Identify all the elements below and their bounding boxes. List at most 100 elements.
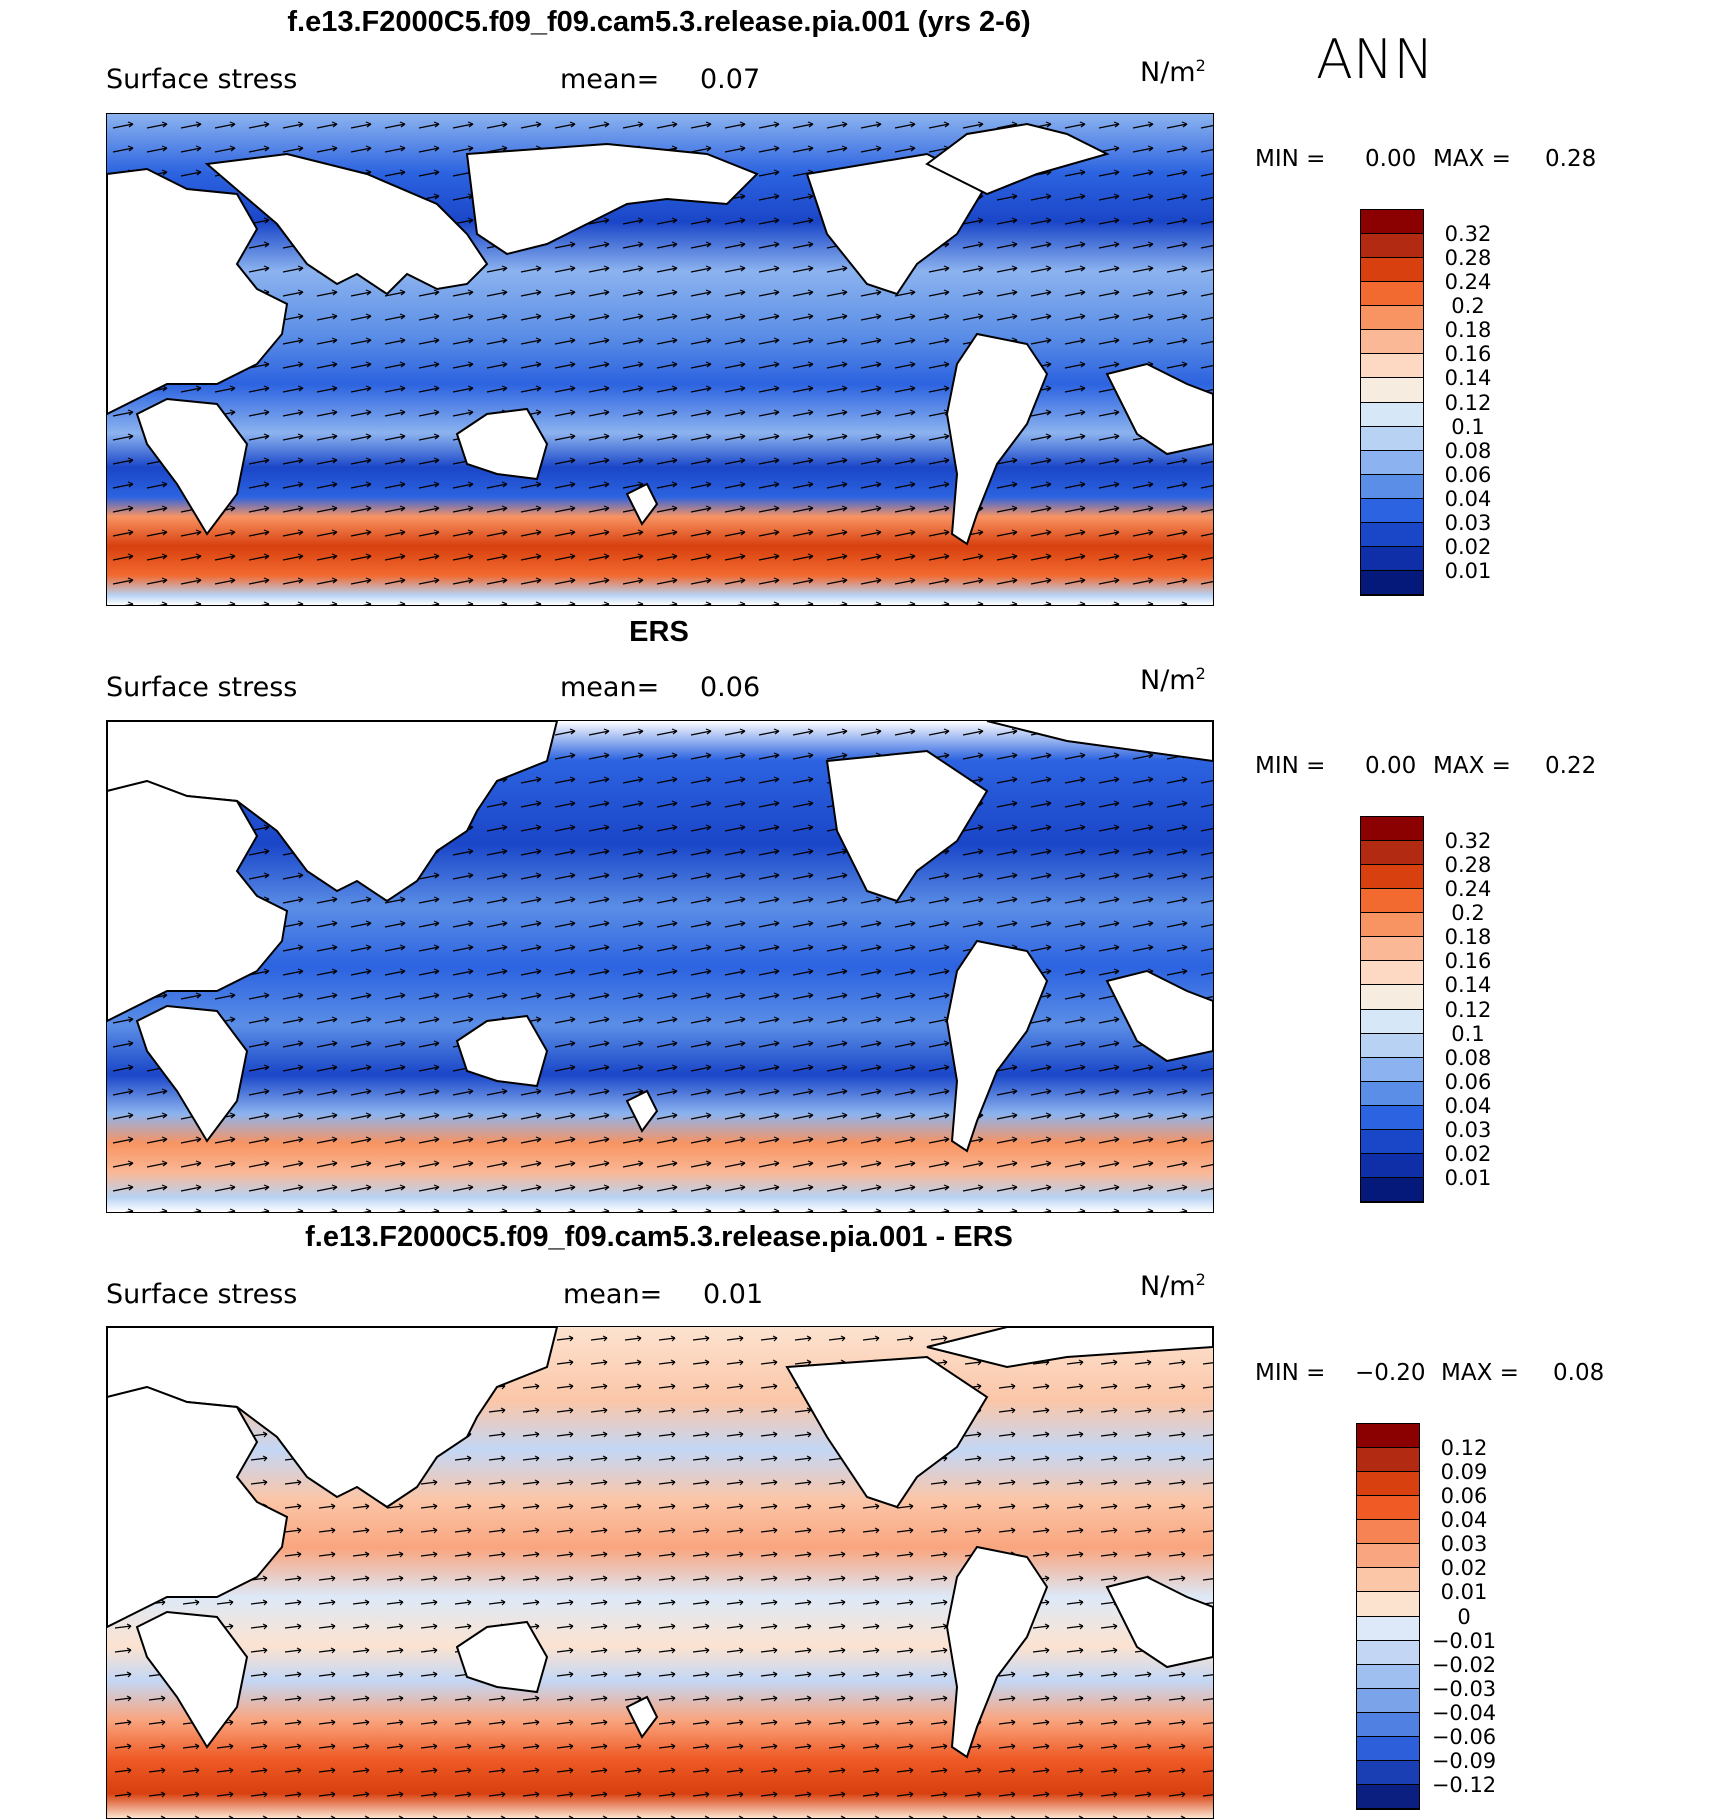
colorbar-swatch — [1361, 865, 1423, 890]
colorbar-tick-label: 0.28 — [1444, 853, 1492, 878]
colorbar-tick-label: 0.32 — [1444, 222, 1492, 247]
colorbar-tick-label: 0.24 — [1444, 270, 1492, 295]
panel-1-min-label: MIN = — [1255, 146, 1326, 172]
colorbar-swatch — [1361, 330, 1423, 355]
colorbar-tick-label: 0.01 — [1444, 558, 1492, 583]
colorbar-swatch — [1361, 258, 1423, 283]
units-base: N/m — [1140, 57, 1196, 88]
colorbar-tick-label: −0.06 — [1431, 1724, 1497, 1749]
colorbar-swatch — [1361, 426, 1423, 451]
colorbar-tick-label: 0.12 — [1444, 997, 1492, 1022]
colorbar-swatch — [1361, 1105, 1423, 1130]
colorbar-tick-label: 0 — [1457, 1604, 1471, 1629]
colorbar-tick-label: 0.14 — [1444, 366, 1492, 391]
colorbar-swatch — [1361, 306, 1423, 331]
colorbar-swatch — [1361, 1081, 1423, 1106]
colorbar-swatch — [1361, 498, 1423, 523]
colorbar-tick-label: 0.01 — [1444, 1165, 1492, 1190]
colorbar-swatch — [1361, 546, 1423, 571]
colorbar-swatch — [1357, 1520, 1419, 1545]
colorbar-tick-label: 0.02 — [1444, 1141, 1492, 1166]
colorbar-swatch — [1357, 1784, 1419, 1809]
panel-1-max-label: MAX = — [1433, 146, 1511, 172]
colorbar-tick-label: 0.2 — [1451, 294, 1485, 319]
colorbar-swatch — [1361, 817, 1423, 842]
panel-2-max-label: MAX = — [1433, 753, 1511, 779]
colorbar-swatch — [1361, 450, 1423, 475]
panel-1-variable: Surface stress — [106, 64, 298, 95]
units-exponent: 2 — [1195, 664, 1206, 683]
colorbar-swatch — [1357, 1424, 1419, 1449]
colorbar-swatch — [1361, 961, 1423, 986]
colorbar-tick-label: 0.24 — [1444, 877, 1492, 902]
colorbar-swatch — [1357, 1640, 1419, 1665]
colorbar-tick-label: 0.06 — [1444, 462, 1492, 487]
colorbar-tick-label: 0.28 — [1444, 246, 1492, 271]
colorbar-tick-label: 0.18 — [1444, 925, 1492, 950]
colorbar-swatch — [1361, 937, 1423, 962]
colorbar-tick-label: 0.16 — [1444, 949, 1492, 974]
colorbar-swatch — [1357, 1736, 1419, 1761]
colorbar-swatch — [1361, 282, 1423, 307]
units-exponent: 2 — [1195, 56, 1206, 75]
colorbar-tick-label: 0.04 — [1444, 486, 1492, 511]
colorbar-swatch — [1361, 913, 1423, 938]
panel-1-map-svg — [107, 114, 1213, 605]
colorbar-tick-label: −0.12 — [1431, 1772, 1497, 1797]
colorbar-tick-label: −0.09 — [1431, 1748, 1497, 1773]
colorbar-swatch — [1361, 841, 1423, 866]
colorbar-swatch — [1361, 570, 1423, 595]
colorbar-tick-label: 0.08 — [1444, 438, 1492, 463]
panel-2-units: N/m2 — [1140, 664, 1206, 696]
colorbar-tick-label: 0.03 — [1444, 510, 1492, 535]
season-label: ANN — [1316, 28, 1434, 91]
panel-2-max-value: 0.22 — [1545, 753, 1597, 779]
panel-3-units: N/m2 — [1140, 1270, 1206, 1302]
panel-2-min-value: 0.00 — [1365, 753, 1417, 779]
units-exponent: 2 — [1195, 1270, 1206, 1289]
panel-1-colorbar: 0.32 0.28 0.24 0.2 0.18 0.16 0.14 0.12 0.1 0.08 0.… — [1360, 209, 1491, 596]
colorbar-swatch — [1361, 378, 1423, 403]
colorbar-swatch — [1361, 1177, 1423, 1202]
colorbar-swatch — [1361, 1153, 1423, 1178]
colorbar-tick-label: 0.03 — [1444, 1117, 1492, 1142]
panel-1-mean-label: mean= — [560, 64, 660, 95]
panel-3-variable: Surface stress — [106, 1279, 298, 1310]
colorbar-swatch — [1361, 1009, 1423, 1034]
panel-1-min-value: 0.00 — [1365, 146, 1417, 172]
colorbar-tick-label: 0.1 — [1451, 1021, 1485, 1046]
units-base: N/m — [1140, 665, 1196, 696]
panel-3-max-value: 0.08 — [1553, 1360, 1605, 1386]
colorbar-tick-label: 0.12 — [1440, 1436, 1488, 1461]
colorbar-tick-label: 0.02 — [1444, 534, 1492, 559]
colorbar-swatch — [1361, 1057, 1423, 1082]
panel-3-mean-label: mean= — [563, 1279, 663, 1310]
colorbar-swatch — [1357, 1544, 1419, 1569]
colorbar-swatch — [1361, 889, 1423, 914]
colorbar-tick-label: 0.04 — [1440, 1508, 1488, 1533]
colorbar-tick-label: 0.18 — [1444, 318, 1492, 343]
panel-3-colorbar: 0.12 0.09 0.06 0.04 0.03 0.02 0.01 0 −0.01 −0.02−… — [1356, 1423, 1496, 1810]
colorbar-tick-label: 0.2 — [1451, 901, 1485, 926]
colorbar-swatch — [1357, 1760, 1419, 1785]
panel-2-map-svg — [107, 721, 1213, 1212]
colorbar-tick-label: 0.32 — [1444, 829, 1492, 854]
panel-2-mean-value: 0.06 — [700, 672, 761, 703]
colorbar-swatch — [1361, 210, 1423, 235]
colorbar-swatch — [1357, 1496, 1419, 1521]
colorbar-tick-label: 0.09 — [1440, 1460, 1488, 1485]
colorbar-swatch — [1357, 1616, 1419, 1641]
colorbar-tick-label: 0.06 — [1440, 1484, 1488, 1509]
colorbar-swatch — [1361, 402, 1423, 427]
colorbar-swatch — [1357, 1664, 1419, 1689]
panel-2-variable: Surface stress — [106, 672, 298, 703]
colorbar-tick-label: −0.04 — [1431, 1700, 1497, 1725]
panel-1-title: f.e13.F2000C5.f09_f09.cam5.3.release.pia… — [287, 6, 1031, 38]
colorbar-tick-label: 0.04 — [1444, 1093, 1492, 1118]
panel-3-map-svg — [107, 1327, 1213, 1818]
colorbar-swatch — [1361, 234, 1423, 259]
panel-3-max-label: MAX = — [1441, 1360, 1519, 1386]
panel-3-min-value: −0.20 — [1355, 1360, 1426, 1386]
colorbar-swatch — [1357, 1568, 1419, 1593]
colorbar-tick-label: 0.06 — [1444, 1069, 1492, 1094]
